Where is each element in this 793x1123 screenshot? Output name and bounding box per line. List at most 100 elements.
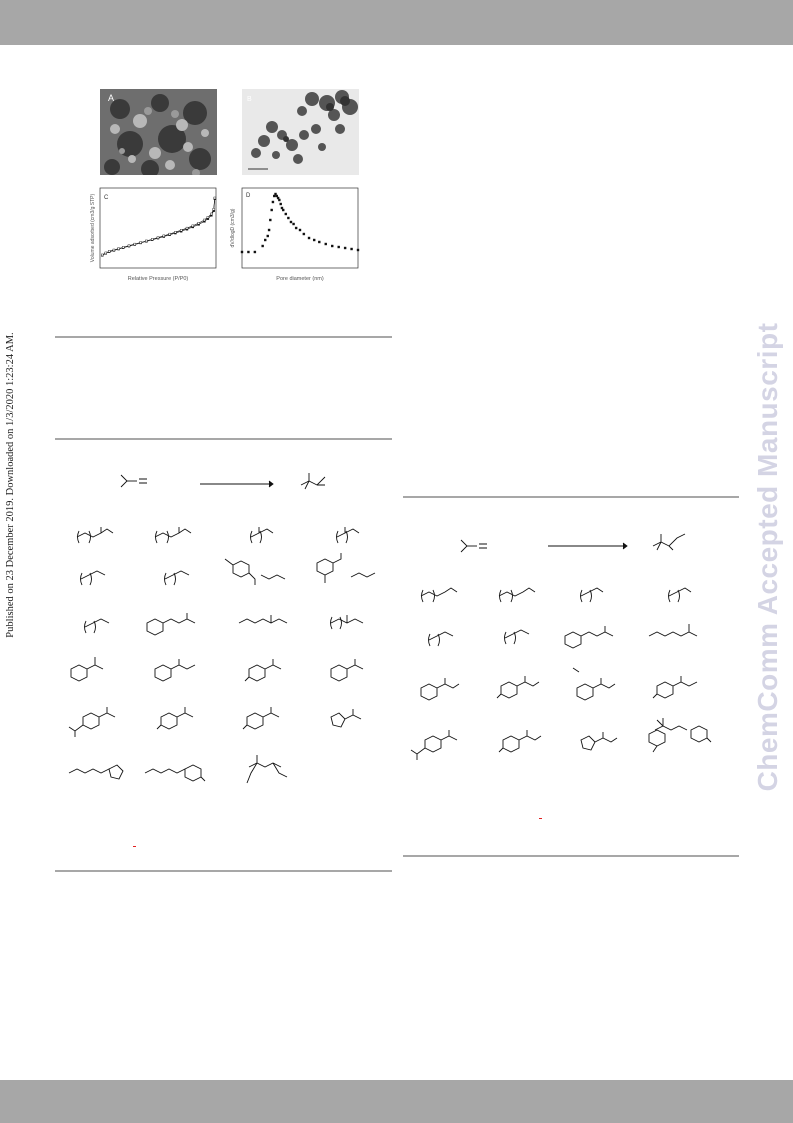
substrate-4b: [154, 659, 196, 682]
data-point: [151, 238, 154, 241]
substrate-4d: [330, 659, 364, 682]
data-point: [278, 198, 281, 202]
data-point: [203, 218, 206, 222]
rule-left-1: [55, 336, 392, 338]
substrate-2b: [164, 570, 190, 586]
chart-c-x-axis-label: Relative Pressure (P/P0): [128, 276, 189, 282]
substrate-r1c: [580, 587, 604, 603]
data-point: [269, 218, 272, 222]
substrate-r2b: [504, 629, 530, 645]
data-point: [117, 247, 120, 250]
data-point: [247, 250, 250, 254]
accepted-manuscript-watermark: ChemComm Accepted Manuscript: [752, 322, 783, 792]
data-point: [343, 246, 347, 250]
data-point: [112, 248, 116, 252]
data-point: [292, 222, 295, 226]
data-point: [266, 234, 269, 238]
data-point: [267, 228, 271, 232]
substrate-1d: [336, 527, 360, 544]
substrate-4c: [244, 659, 282, 682]
substrate-1c: [250, 527, 274, 544]
data-point: [240, 250, 244, 254]
data-point: [168, 232, 171, 236]
substrate-r1d: [668, 587, 692, 603]
sem-image: A: [100, 89, 217, 175]
substrate-r1a: [420, 587, 458, 603]
data-point: [312, 238, 316, 242]
isotherm-chart: C Relative Pressure (P/P0) Volume adsorb…: [88, 185, 220, 285]
data-point: [324, 242, 327, 246]
data-point: [350, 247, 353, 251]
data-point: [213, 196, 217, 200]
substrate-5b: [156, 707, 194, 730]
reactant-allene-right: [460, 539, 487, 553]
chart-d-x-axis-label: Pore diameter (nm): [276, 276, 324, 282]
data-point: [282, 208, 285, 212]
substrate-6a: [68, 764, 124, 780]
data-point: [185, 226, 189, 230]
rule-right-1: [403, 496, 739, 498]
data-point: [298, 228, 302, 232]
footer-band: [0, 1080, 793, 1123]
substrate-r3c: [572, 667, 616, 701]
data-point: [279, 202, 282, 206]
data-point: [337, 245, 340, 249]
data-point: [331, 244, 334, 248]
data-point: [174, 231, 177, 234]
data-point: [271, 200, 275, 204]
data-point: [127, 244, 131, 247]
data-point: [276, 196, 280, 200]
reaction-arrowhead: [268, 480, 274, 488]
substrate-r4a: [410, 730, 458, 760]
rule-right-2: [403, 855, 739, 857]
data-point: [261, 244, 264, 248]
substrate-3d: [330, 615, 364, 630]
data-point: [206, 216, 210, 219]
data-point: [318, 240, 321, 244]
data-point: [179, 229, 183, 232]
series-line-0: [102, 198, 216, 256]
substrate-r3b: [496, 676, 540, 699]
substrate-r2a: [428, 631, 454, 647]
substrate-5c: [242, 707, 280, 730]
substrate-r3a: [420, 678, 460, 701]
data-point: [108, 250, 111, 253]
substrate-6c: [246, 755, 288, 784]
data-point: [264, 238, 267, 242]
substrate-2a: [80, 570, 106, 586]
chart-c-frame: [99, 187, 217, 269]
data-point: [210, 212, 213, 216]
panel-c-label: C: [104, 195, 109, 201]
substrate-2d: [316, 553, 376, 583]
data-point: [162, 234, 166, 238]
data-point: [191, 224, 195, 228]
product-structure: [300, 473, 326, 490]
substrate-5d: [330, 709, 362, 728]
scheme-right: [410, 533, 712, 760]
panel-d-label: D: [246, 193, 251, 199]
reactant-allene: [120, 474, 147, 488]
data-point: [212, 208, 215, 211]
substrate-1b: [154, 527, 192, 544]
substrate-r4d: [648, 718, 712, 753]
pore-size-chart: D Pore diameter (nm) dV/dlogD (cm3/g): [228, 185, 362, 285]
substrate-r2c: [564, 626, 614, 649]
substrate-r1b: [498, 587, 536, 603]
rule-left-3: [55, 870, 392, 872]
red-mark-left: [133, 846, 136, 847]
data-point: [280, 206, 284, 210]
data-point: [273, 194, 276, 198]
substrate-3a: [84, 618, 110, 634]
substrate-3c: [238, 615, 288, 624]
scheme-left: [68, 473, 376, 784]
data-point: [275, 194, 278, 198]
substrate-r4c: [580, 732, 618, 751]
data-point: [253, 250, 257, 254]
data-point: [145, 239, 148, 243]
data-point: [274, 192, 277, 196]
data-point: [289, 220, 293, 224]
data-point: [302, 232, 306, 236]
data-point: [139, 241, 142, 244]
substrate-3b: [146, 613, 196, 636]
reaction-arrowhead-right: [622, 542, 628, 550]
